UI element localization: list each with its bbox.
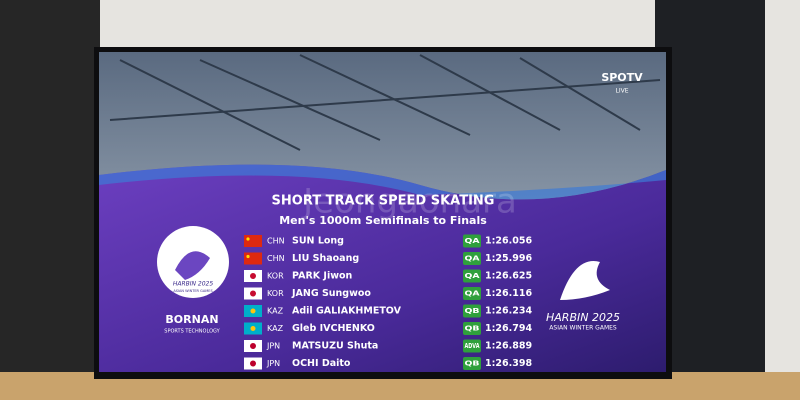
title: SHORT TRACK SPEED SKATING [272, 194, 495, 209]
subtitle: Men's 1000m Semifinals to Finals [279, 214, 487, 227]
curtain [655, 0, 765, 380]
athlete-name: MATSUZU Shuta [292, 341, 378, 352]
time: 1:26.625 [485, 271, 532, 282]
qualification: ADVA [465, 342, 480, 350]
time: 1:25.996 [485, 253, 532, 264]
country-code: KOR [267, 289, 284, 298]
broadcaster: SPOTV [601, 71, 643, 84]
logo-event-sub: ASIAN WINTER GAMES [173, 289, 213, 293]
athlete-name: PARK Jiwon [292, 271, 353, 282]
country-code: CHN [267, 237, 285, 246]
time: 1:26.056 [485, 236, 532, 247]
right-event: HARBIN 2025 [546, 311, 620, 324]
athlete-name: SUN Long [292, 236, 344, 247]
qualification-badge [463, 322, 481, 335]
logo-mark [175, 251, 210, 280]
sponsor-sub: SPORTS TECHNOLOGY [164, 329, 220, 335]
qualification-badge [463, 287, 481, 300]
ceiling-trusses [109, 54, 661, 151]
qualification: QA [465, 255, 481, 263]
qualification-badge [463, 357, 481, 370]
qualification: QA [465, 272, 481, 280]
athlete-name: JANG Sungwoo [291, 288, 371, 299]
qualification-badge [463, 269, 481, 283]
watermark: Jeongaonara [301, 182, 517, 222]
sponsor: BORNAN [165, 313, 218, 326]
country-code: JPN [266, 359, 280, 368]
right-event-sub: ASIAN WINTER GAMES [549, 325, 617, 332]
qualification: QA [465, 290, 481, 298]
harbin-logo-right [560, 261, 610, 300]
qualification-badge [463, 234, 481, 248]
qualification: QA [465, 237, 481, 245]
time: 1:26.398 [485, 358, 532, 369]
country-code: KAZ [267, 307, 284, 316]
qualification-badge [463, 252, 481, 265]
flags [244, 235, 262, 370]
speaker-area [0, 0, 100, 400]
time: 1:26.794 [485, 323, 532, 334]
athlete-name: OCHI Daito [292, 358, 351, 369]
live-badge: LIVE [615, 88, 628, 95]
athlete-name: LIU Shaoang [292, 253, 359, 264]
graphic-wave [99, 164, 666, 200]
country-code: CHN [267, 254, 285, 263]
qualification: QB [465, 325, 480, 333]
qualification: QB [465, 360, 480, 368]
qualification: QB [465, 307, 480, 315]
athlete-name: Gleb IVCHENKO [292, 323, 375, 334]
results-table: CHN SUN Long QA 1:26.056 CHN LIU Shaoang QA 1:2… [266, 234, 532, 370]
qualification-badge [463, 304, 481, 318]
country-code: KOR [267, 272, 284, 281]
time: 1:26.889 [485, 341, 532, 352]
athlete-name: Adil GALIAKHMETOV [292, 306, 402, 317]
graphic-panel [99, 164, 666, 372]
country-code: JPN [266, 342, 280, 351]
logo-event: HARBIN 2025 [173, 281, 214, 288]
time: 1:26.234 [485, 306, 532, 317]
qualification-badge [463, 339, 481, 353]
country-code: KAZ [267, 324, 284, 333]
time: 1:26.116 [485, 288, 532, 299]
